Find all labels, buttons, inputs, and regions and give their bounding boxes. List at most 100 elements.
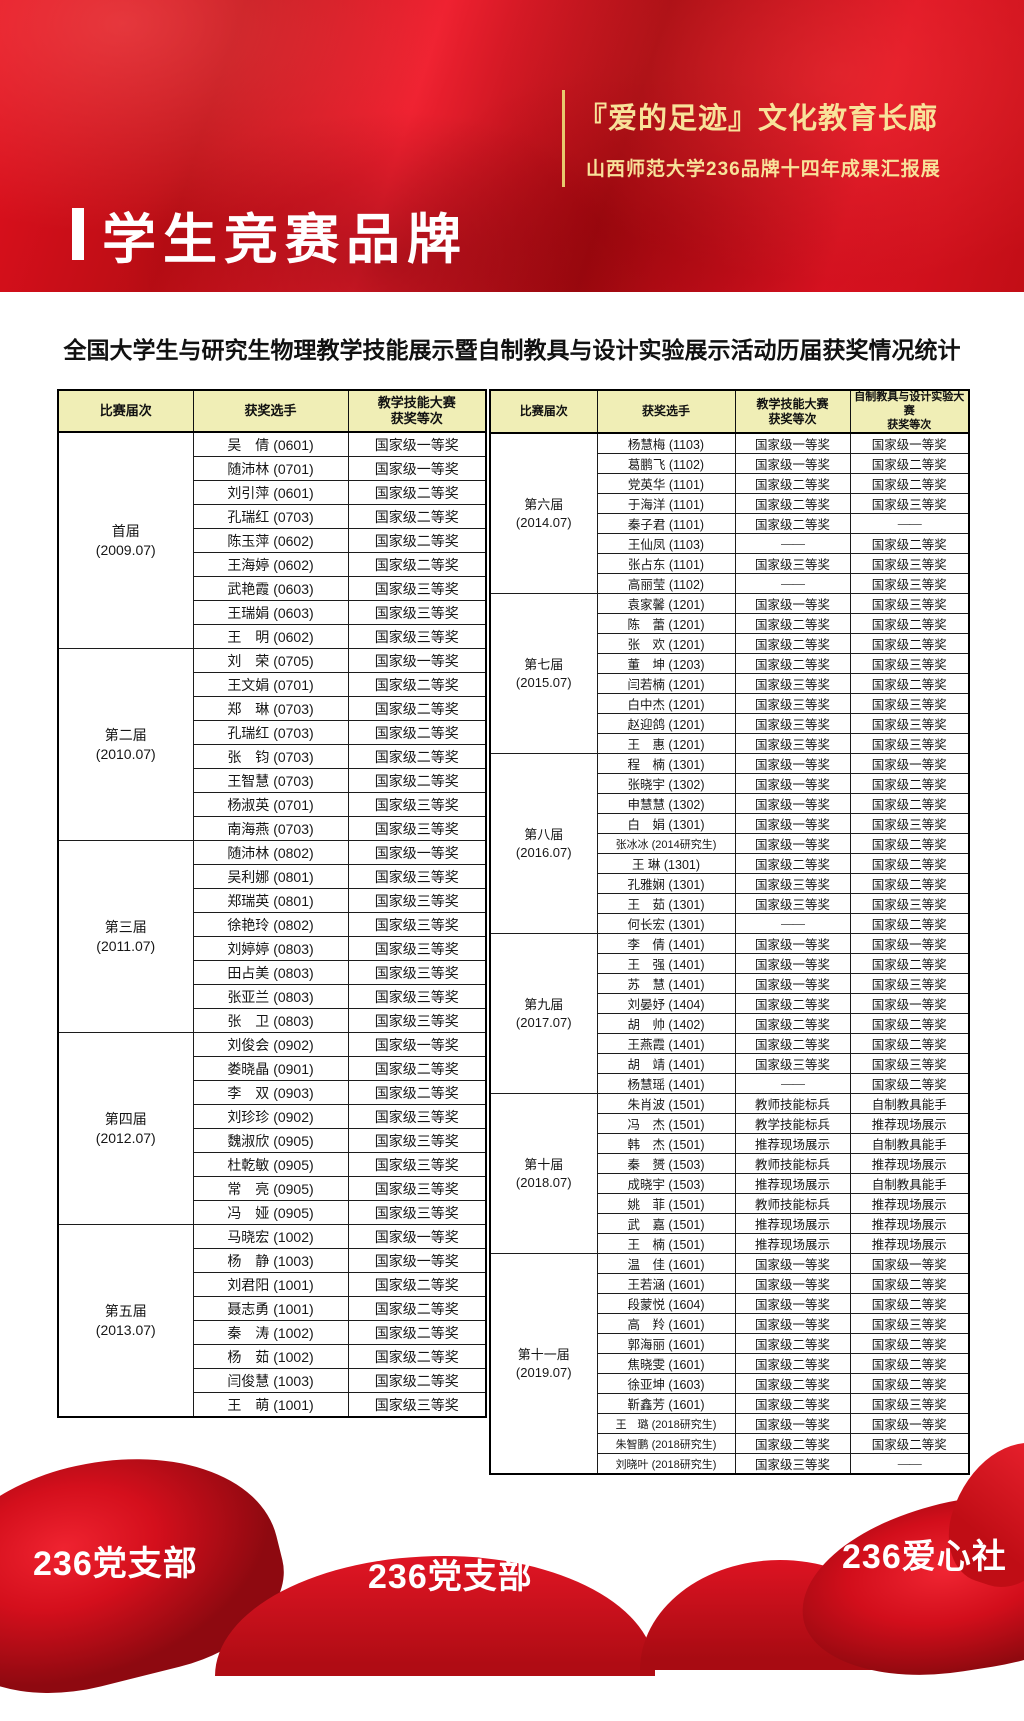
award-cell: 国家级一等奖 — [347, 431, 487, 457]
table-row: 孔雅娴 (1301) 国家级三等奖 国家级二等奖 — [490, 873, 970, 895]
award-cell: 国家级一等奖 — [734, 953, 851, 975]
table-row: 王 璐 (2018研究生) 国家级一等奖 国家级一等奖 — [490, 1413, 970, 1435]
player-cell: 王瑞娟 (0603) — [192, 600, 349, 625]
player-cell: 陈 蕾 (1201) — [596, 613, 736, 635]
table-row: 张 卫 (0803) 国家级三等奖 — [58, 1008, 487, 1033]
player-cell: 王仙凤 (1103) — [596, 533, 736, 555]
award-cell: 国家级二等奖 — [849, 1373, 970, 1395]
award-cell: 国家级二等奖 — [347, 1080, 487, 1105]
award-cell: 国家级一等奖 — [734, 593, 851, 615]
award-cell: 国家级一等奖 — [849, 933, 970, 955]
player-cell: 郭海丽 (1601) — [596, 1333, 736, 1355]
column-header: 比赛届次 — [57, 389, 194, 433]
table-row: 首届 (2009.07) 吴 倩 (0601) 国家级一等奖 — [57, 431, 487, 649]
award-cell: 推荐现场展示 — [734, 1233, 851, 1255]
player-cell: 王 强 (1401) — [596, 953, 736, 975]
award-cell: 国家级一等奖 — [734, 753, 851, 775]
table-row: 陈 蕾 (1201) 国家级二等奖 国家级二等奖 — [490, 613, 970, 635]
player-cell: 赵迎鸽 (1201) — [596, 713, 736, 735]
player-cell: 武艳霞 (0603) — [192, 576, 349, 601]
player-cell: 吴 倩 (0601) — [192, 431, 349, 457]
session-cell: 第十届 (2018.07) — [489, 1093, 598, 1255]
table-row: 娄晓晶 (0901) 国家级二等奖 — [58, 1056, 487, 1081]
table-row: 武艳霞 (0603) 国家级三等奖 — [58, 576, 487, 601]
table-row: 申慧慧 (1302) 国家级一等奖 国家级二等奖 — [490, 793, 970, 815]
table-row: 王 明 (0602) 国家级三等奖 — [58, 624, 487, 649]
award-cell: 国家级二等奖 — [347, 696, 487, 721]
award-cell: —— — [849, 1453, 970, 1475]
award-cell: 国家级二等奖 — [734, 1333, 851, 1355]
player-cell: 郑瑞英 (0801) — [192, 888, 349, 913]
player-cell: 秦子君 (1101) — [596, 513, 736, 535]
award-cell: 国家级二等奖 — [849, 1033, 970, 1055]
award-cell: 国家级一等奖 — [734, 1313, 851, 1335]
table-row: 南海燕 (0703) 国家级三等奖 — [58, 816, 487, 841]
banner-title: 『爱的足迹』文化教育长廊 — [578, 103, 939, 135]
award-cell: 国家级二等奖 — [849, 833, 970, 855]
award-cell: 国家级二等奖 — [734, 1013, 851, 1035]
table-row: 聂志勇 (1001) 国家级二等奖 — [58, 1296, 487, 1321]
session-cell: 第五届 (2013.07) — [57, 1224, 194, 1418]
award-cell: 国家级二等奖 — [849, 1293, 970, 1315]
session-cell: 第二届 (2010.07) — [57, 648, 194, 841]
award-cell: —— — [734, 1073, 851, 1095]
table-row: 郑 琳 (0703) 国家级二等奖 — [58, 696, 487, 721]
award-cell: 国家级三等奖 — [849, 1393, 970, 1415]
player-cell: 程 楠 (1301) — [596, 753, 736, 775]
player-cell: 秦 赟 (1503) — [596, 1153, 736, 1175]
award-cell: 国家级二等奖 — [849, 873, 970, 895]
player-cell: 郑 琳 (0703) — [192, 696, 349, 721]
award-cell: 国家级二等奖 — [849, 1433, 970, 1455]
player-cell: 张晓宇 (1302) — [596, 773, 736, 795]
award-cell: 推荐现场展示 — [849, 1153, 970, 1175]
award-cell: 国家级二等奖 — [734, 1393, 851, 1415]
award-cell: 国家级三等奖 — [347, 960, 487, 985]
session-cell: 第四届 (2012.07) — [57, 1032, 194, 1225]
table-row: 郑瑞英 (0801) 国家级三等奖 — [58, 888, 487, 913]
player-cell: 段蒙悦 (1604) — [596, 1293, 736, 1315]
award-cell: 自制教具能手 — [849, 1173, 970, 1195]
award-cell: 国家级一等奖 — [734, 1293, 851, 1315]
award-cell: 国家级二等奖 — [347, 744, 487, 769]
header-row: 比赛届次 获奖选手 教学技能大赛 获奖等次 — [57, 389, 487, 433]
award-cell: 国家级三等奖 — [734, 1053, 851, 1075]
award-cell: 国家级二等奖 — [849, 673, 970, 695]
table-row: 张 钧 (0703) 国家级二等奖 — [58, 744, 487, 769]
award-cell: 国家级一等奖 — [347, 1248, 487, 1273]
award-cell: 国家级二等奖 — [849, 773, 970, 795]
awards-table-right-container: 比赛届次 获奖选手 教学技能大赛 获奖等次 自制教具与设计实验大赛 获奖等次 第六届 (201… — [489, 389, 970, 1476]
award-cell: 国家级二等奖 — [849, 1073, 970, 1095]
award-cell: 国家级一等奖 — [734, 793, 851, 815]
player-cell: 徐艳玲 (0802) — [192, 912, 349, 937]
table-row: 胡 靖 (1401) 国家级三等奖 国家级三等奖 — [490, 1053, 970, 1075]
table-row: 苏 慧 (1401) 国家级一等奖 国家级三等奖 — [490, 973, 970, 995]
award-cell: 国家级二等奖 — [849, 1333, 970, 1355]
player-cell: 冯 杰 (1501) — [596, 1113, 736, 1135]
table-row: 杨慧瑶 (1401) —— 国家级二等奖 — [490, 1073, 970, 1095]
table-row: 韩 杰 (1501) 推荐现场展示 自制教具能手 — [490, 1133, 970, 1155]
player-cell: 孔瑞红 (0703) — [192, 504, 349, 529]
table-row: 第四届 (2012.07) 刘俊会 (0902) 国家级一等奖 — [57, 1032, 487, 1225]
table-row: 葛鹏飞 (1102) 国家级一等奖 国家级二等奖 — [490, 453, 970, 475]
award-cell: 自制教具能手 — [849, 1133, 970, 1155]
banner-subtitle: 山西师范大学236品牌十四年成果汇报展 — [586, 159, 941, 180]
award-cell: 国家级三等奖 — [849, 813, 970, 835]
award-cell: 国家级二等奖 — [347, 1320, 487, 1345]
awards-table-left-container: 比赛届次 获奖选手 教学技能大赛 获奖等次 首届 (2009.07) 吴 倩 (0601) 国… — [57, 389, 487, 1418]
table-row: 王燕霞 (1401) 国家级二等奖 国家级二等奖 — [490, 1033, 970, 1055]
table-row: 王仙凤 (1103) —— 国家级二等奖 — [490, 533, 970, 555]
award-cell: 国家级三等奖 — [347, 792, 487, 817]
player-cell: 白中杰 (1201) — [596, 693, 736, 715]
player-cell: 张 欢 (1201) — [596, 633, 736, 655]
table-row: 武 嘉 (1501) 推荐现场展示 推荐现场展示 — [490, 1213, 970, 1235]
award-cell: 国家级三等奖 — [347, 984, 487, 1009]
award-cell: 国家级二等奖 — [347, 768, 487, 793]
award-cell: 国家级三等奖 — [347, 936, 487, 961]
award-cell: 国家级二等奖 — [347, 720, 487, 745]
table-row: 王智慧 (0703) 国家级二等奖 — [58, 768, 487, 793]
player-cell: 张 钧 (0703) — [192, 744, 349, 769]
player-cell: 于海洋 (1101) — [596, 493, 736, 515]
award-cell: 国家级二等奖 — [849, 853, 970, 875]
right-table: 比赛届次 获奖选手 教学技能大赛 获奖等次 自制教具与设计实验大赛 获奖等次 第六届 (201… — [489, 389, 970, 1476]
table-row: 张冰冰 (2014研究生) 国家级一等奖 国家级二等奖 — [490, 833, 970, 855]
